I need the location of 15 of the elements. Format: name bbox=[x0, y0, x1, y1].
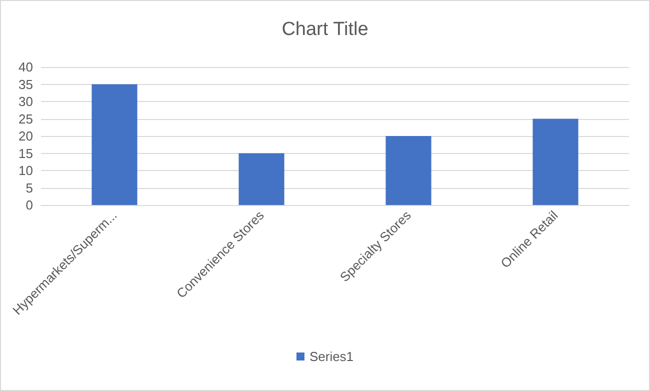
y-tick-label: 30 bbox=[18, 94, 33, 109]
legend-label: Series1 bbox=[309, 349, 354, 364]
bar bbox=[532, 118, 578, 205]
y-tick-label: 20 bbox=[18, 128, 33, 144]
bar bbox=[238, 153, 284, 205]
bar bbox=[386, 136, 432, 205]
chart-title: Chart Title bbox=[282, 19, 368, 40]
y-tick-label: 35 bbox=[18, 76, 33, 92]
y-tick-label: 40 bbox=[18, 60, 33, 74]
bar bbox=[92, 84, 138, 205]
y-tick-label: 15 bbox=[18, 146, 33, 161]
y-tick-label: 0 bbox=[26, 198, 33, 212]
y-tick-label: 10 bbox=[18, 163, 33, 178]
y-tick-label: 25 bbox=[18, 111, 33, 126]
y-tick-label: 5 bbox=[26, 180, 33, 196]
